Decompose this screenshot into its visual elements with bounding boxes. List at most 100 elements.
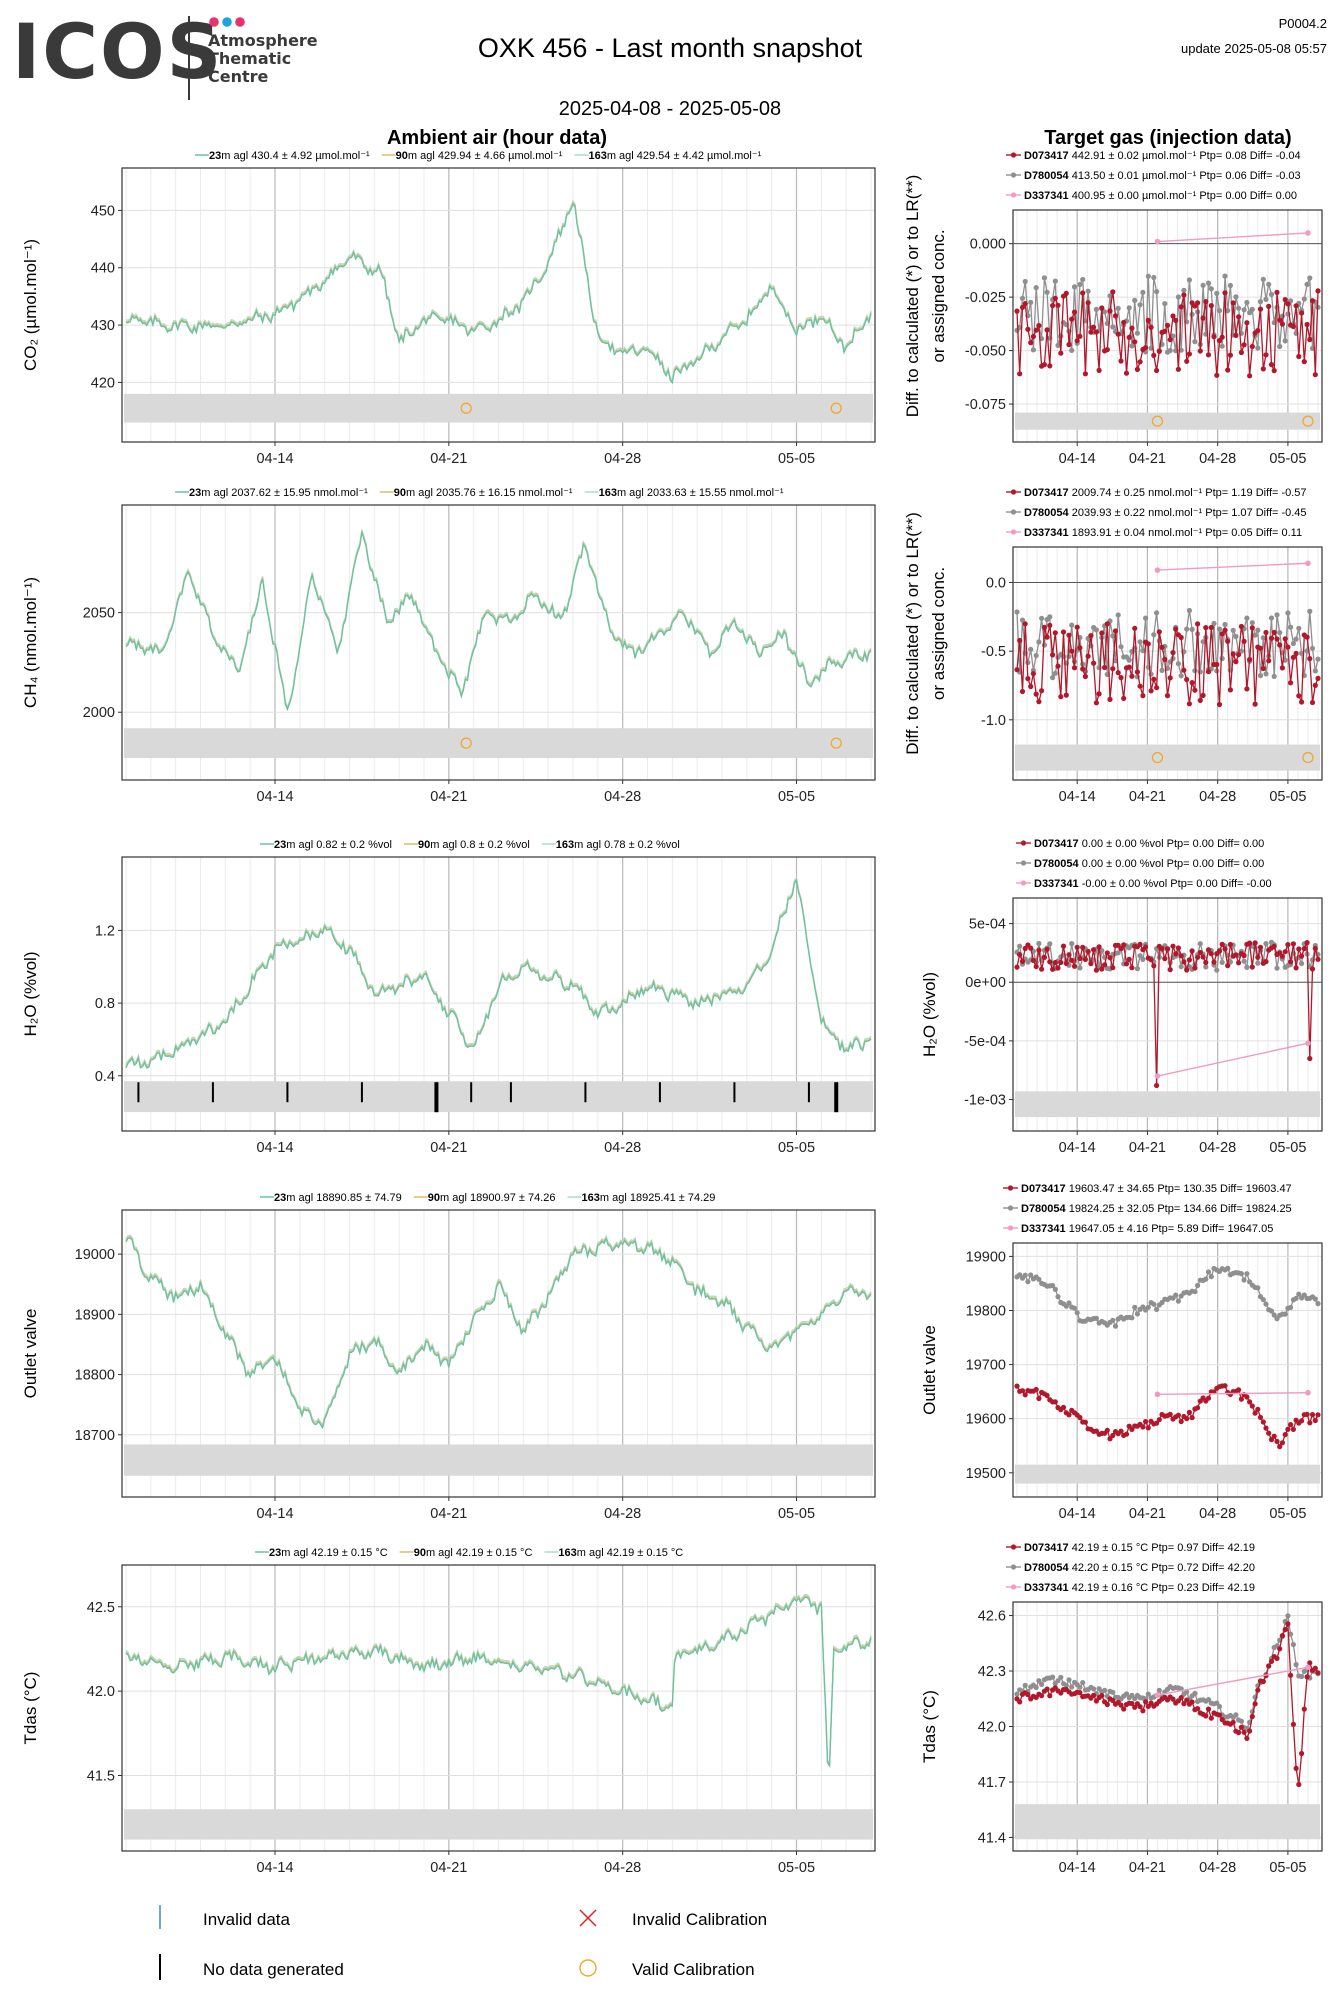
target-point — [1241, 342, 1247, 348]
target-point — [1140, 1424, 1146, 1430]
target-point — [1091, 660, 1097, 666]
target-y-label-4: Tdas (°C) — [920, 1690, 939, 1763]
target-point — [1115, 305, 1121, 311]
D337341-line — [1157, 1392, 1308, 1396]
target-point — [1296, 353, 1302, 360]
target-point — [1312, 1296, 1318, 1302]
x-tick-label: 04-14 — [1059, 1506, 1096, 1522]
target-point — [1082, 956, 1088, 963]
target-point — [1066, 952, 1072, 958]
target-point — [1288, 1304, 1294, 1311]
target-point — [1080, 1680, 1086, 1686]
series-line-23m — [125, 1596, 872, 1769]
target-point — [1271, 368, 1277, 374]
target-point — [1175, 1298, 1181, 1304]
target-point — [1279, 321, 1285, 327]
target-point — [1159, 644, 1165, 651]
target-point — [1285, 942, 1291, 948]
target-point — [1271, 1433, 1277, 1439]
target-point — [1019, 304, 1026, 310]
legend-entry: 23m agl 0.82 ± 0.2 %vol — [274, 839, 392, 851]
flag-band — [124, 1081, 873, 1113]
target-point — [1184, 1697, 1190, 1703]
target-point — [1178, 1418, 1184, 1425]
x-tick-label: 04-14 — [1059, 789, 1096, 805]
target-point — [1274, 1655, 1280, 1661]
target-point — [1028, 340, 1034, 346]
invalid-calibration-marker — [579, 1909, 597, 1927]
target-point — [1288, 624, 1294, 630]
plot-frame — [1012, 209, 1323, 443]
target-point — [1080, 666, 1086, 672]
target-point — [1110, 289, 1116, 295]
target-point — [1277, 642, 1283, 648]
target-point — [1178, 673, 1184, 679]
target-point — [1282, 297, 1288, 303]
target-point — [1241, 958, 1247, 964]
target-point — [1315, 1301, 1321, 1307]
target-point — [1148, 957, 1154, 963]
target-point — [1184, 358, 1190, 364]
target-point — [1252, 940, 1258, 946]
target-point — [1044, 1686, 1050, 1692]
target-point — [1266, 1430, 1272, 1436]
target-point — [1181, 667, 1187, 673]
plot-frame — [1012, 1242, 1323, 1498]
target-point — [1039, 966, 1045, 972]
target-point — [1282, 636, 1288, 642]
target-point — [1145, 1425, 1151, 1431]
target-point — [1301, 359, 1307, 365]
target-point — [1309, 1412, 1316, 1418]
target-point — [1219, 959, 1225, 966]
target-point — [1019, 295, 1026, 301]
target-point — [1151, 632, 1157, 638]
target-point — [1118, 644, 1124, 650]
target-point — [1208, 951, 1214, 957]
target-point — [1096, 944, 1102, 950]
flag-band — [1015, 1804, 1320, 1840]
target-point — [1050, 675, 1056, 681]
target-point — [1060, 943, 1067, 949]
no-data-marker — [470, 1082, 473, 1103]
target-point — [1241, 1729, 1247, 1735]
target-point — [1077, 1414, 1083, 1421]
ambient-legend-2: 23m agl 0.82 ± 0.2 %vol 90m agl 0.8 ± 0.2… — [260, 839, 680, 851]
legend-entry: 23m agl 430.4 ± 4.92 µmol.mol⁻¹ — [209, 150, 370, 162]
y-tick-label: 2000 — [83, 705, 115, 721]
target-point — [1241, 638, 1247, 644]
target-point — [1077, 281, 1083, 288]
y-tick-label: 440 — [91, 261, 115, 277]
target-point — [1184, 626, 1190, 632]
x-tick-label: 04-28 — [1199, 451, 1236, 467]
target-point — [1080, 290, 1086, 296]
x-tick-label: 04-14 — [256, 451, 293, 467]
target-point — [1301, 296, 1307, 302]
x-tick-label: 04-21 — [430, 1506, 467, 1522]
target-point — [1257, 299, 1264, 305]
target-point — [1244, 1735, 1250, 1741]
target-point — [1244, 615, 1250, 621]
target-point — [1175, 1412, 1181, 1418]
y-tick-label: -0.025 — [965, 290, 1006, 306]
target-point — [1249, 964, 1255, 970]
target-point — [1233, 1712, 1239, 1718]
legend-key-point — [1020, 880, 1027, 886]
target-point — [1200, 639, 1206, 645]
target-point — [1266, 1663, 1272, 1669]
flag-band — [1015, 412, 1320, 430]
legend-entry: 163m agl 0.78 ± 0.2 %vol — [556, 839, 680, 851]
target-point — [1312, 1417, 1318, 1424]
flag-band — [124, 393, 873, 423]
target-point — [1041, 362, 1047, 368]
target-point — [1244, 964, 1250, 971]
target-point — [1244, 320, 1250, 326]
target-point — [1241, 952, 1247, 959]
target-point — [1197, 949, 1203, 956]
target-point — [1151, 963, 1157, 969]
target-point — [1211, 620, 1217, 627]
target-point — [1205, 669, 1212, 675]
x-tick-label: 04-14 — [1059, 451, 1096, 467]
target-point — [1118, 1702, 1124, 1708]
series-line-23m — [125, 1237, 872, 1430]
target-point — [1268, 1658, 1275, 1664]
